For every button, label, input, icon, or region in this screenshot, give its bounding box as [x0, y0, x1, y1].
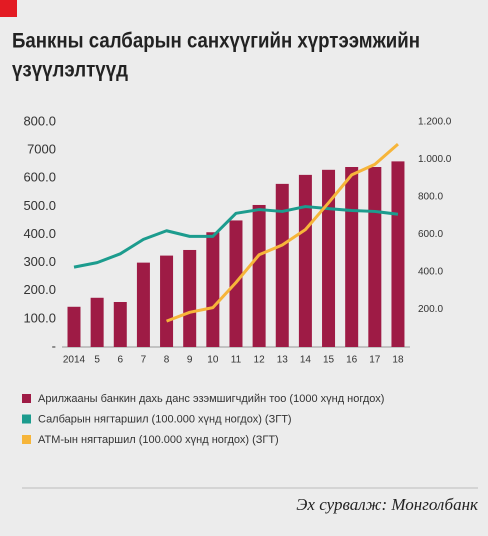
y-tick-label: -	[52, 338, 56, 353]
source: Эх сурвалж: Монголбанк	[296, 495, 479, 514]
line	[73, 205, 399, 269]
y-tick-label: 200.0	[23, 282, 56, 297]
x-tick-label: 6	[117, 355, 123, 366]
y2-tick-label: 1.000.0	[418, 154, 452, 165]
y-tick-label: 7000	[27, 142, 56, 157]
x-tick-label: 17	[369, 355, 381, 366]
y-tick-label: 400.0	[23, 226, 56, 241]
x-tick-label: 12	[254, 355, 266, 366]
legend-marker	[22, 435, 31, 444]
legend-label: Арилжааны банкин дахь данс эзэмшигчдийн …	[38, 393, 384, 405]
legend-marker	[22, 414, 31, 424]
bar	[275, 183, 289, 347]
x-tick-label: 10	[207, 355, 219, 366]
y2-tick-label: 200.0	[418, 304, 443, 315]
x-tick-label: 11	[231, 355, 242, 366]
y-tick-label: 600.0	[23, 170, 56, 185]
bar	[298, 174, 312, 347]
y2-tick-label: 400.0	[418, 267, 443, 278]
bar	[368, 167, 382, 347]
x-tick-label: 16	[346, 355, 358, 366]
bar	[160, 255, 174, 347]
y-tick-label: 100.0	[23, 310, 56, 325]
y-tick-label: 300.0	[23, 254, 56, 269]
bar	[391, 161, 405, 347]
y2-tick-label: 600.0	[418, 229, 443, 240]
bar	[252, 204, 266, 347]
x-tick-label: 14	[300, 355, 312, 366]
x-tick-label: 2014	[63, 355, 86, 366]
legend-label: АТМ-ын нягтаршил (100.000 хүнд ногдох) (…	[38, 434, 279, 446]
legend-label: Салбарын нягтаршил (100.000 хүнд ногдох)…	[38, 413, 292, 425]
bar	[113, 302, 127, 347]
y-tick-label: 500.0	[23, 198, 56, 213]
x-tick-label: 15	[323, 355, 335, 366]
bar	[345, 167, 359, 347]
x-tick-label: 7	[141, 355, 147, 366]
corner-mark	[0, 0, 17, 17]
bar	[90, 297, 104, 347]
bar	[322, 169, 336, 347]
y-tick-label: 800.0	[23, 113, 56, 128]
bar	[136, 262, 150, 347]
bar	[206, 232, 220, 347]
x-tick-label: 13	[277, 355, 289, 366]
x-tick-label: 9	[187, 355, 193, 366]
x-tick-label: 5	[94, 355, 100, 366]
y2-tick-label: 1.200.0	[418, 117, 452, 128]
x-tick-label: 8	[164, 355, 170, 366]
legend-marker	[22, 394, 31, 403]
bar	[67, 306, 81, 347]
y2-tick-label: 800.0	[418, 192, 443, 203]
bar	[183, 249, 197, 347]
line	[166, 142, 399, 323]
x-tick-label: 18	[392, 355, 404, 366]
chart-title: Банкны салбарын санхүүгийн хүртээмжийн	[12, 30, 420, 53]
chart-title: үзүүлэлтүүд	[12, 59, 128, 82]
